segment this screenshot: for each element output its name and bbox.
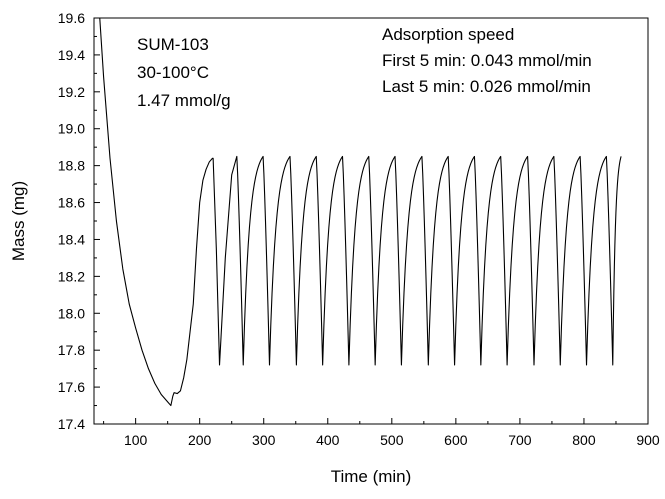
mass-series-line [99, 17, 622, 407]
x-tick-label: 300 [252, 432, 276, 448]
y-tick-label: 18.6 [58, 195, 85, 211]
y-tick-label: 17.4 [58, 416, 85, 432]
x-tick-label: 700 [508, 432, 532, 448]
y-tick-label: 19.4 [58, 47, 85, 63]
x-tick-label: 100 [124, 432, 148, 448]
y-tick-label: 19.0 [58, 121, 85, 137]
y-tick-label: 18.4 [58, 231, 85, 247]
y-tick-label: 18.0 [58, 305, 85, 321]
y-axis-ticks: 17.4 17.6 17.8 18.0 18.2 18.4 18.6 18.8 19.0 19.2… [58, 10, 100, 432]
x-axis-ticks: 100 200 300 400 500 600 700 800 900 [103, 418, 660, 448]
annotation-sample-name: SUM-103 [137, 35, 209, 54]
annotation-speed-title: Adsorption speed [382, 25, 514, 44]
annotation-first-5-min: First 5 min: 0.043 mmol/min [382, 51, 592, 70]
x-tick-label: 500 [380, 432, 404, 448]
x-axis-label: Time (min) [331, 467, 412, 486]
y-tick-label: 17.8 [58, 342, 85, 358]
y-tick-label: 19.2 [58, 84, 85, 100]
x-tick-label: 600 [444, 432, 468, 448]
y-tick-label: 19.6 [58, 10, 85, 26]
y-tick-label: 18.2 [58, 268, 85, 284]
annotation-last-5-min: Last 5 min: 0.026 mmol/min [382, 77, 591, 96]
y-tick-label: 18.8 [58, 158, 85, 174]
y-tick-label: 17.6 [58, 379, 85, 395]
annotation-capacity: 1.47 mmol/g [137, 91, 231, 110]
annotation-temperature-range: 30-100°C [137, 63, 209, 82]
x-tick-label: 900 [636, 432, 660, 448]
x-tick-label: 400 [316, 432, 340, 448]
x-tick-label: 800 [572, 432, 596, 448]
x-tick-label: 200 [188, 432, 212, 448]
y-axis-label: Mass (mg) [9, 181, 28, 261]
